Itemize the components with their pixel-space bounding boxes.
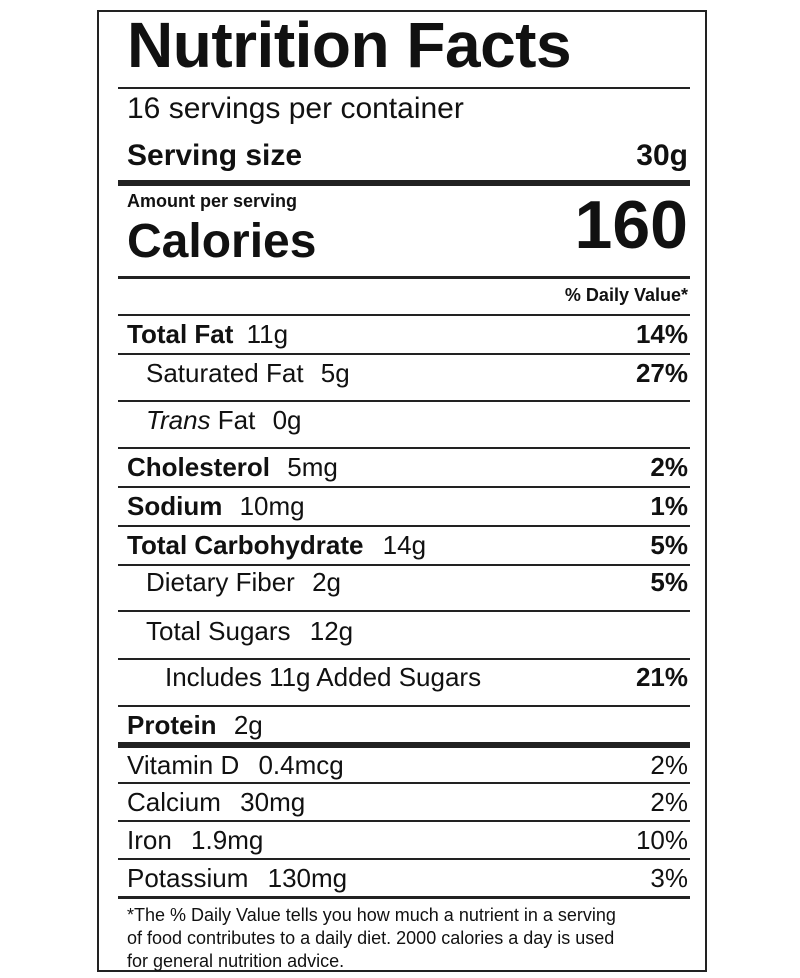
trans-fat-name-rest: Fat <box>210 405 256 435</box>
trans-fat-name-italic: Trans <box>146 405 211 435</box>
dietary-fiber-dv: 5% <box>650 567 688 597</box>
calcium-name: Calcium <box>127 787 221 817</box>
potassium-row: Potassium 130mg <box>127 863 347 894</box>
divider <box>118 400 690 402</box>
divider <box>118 525 690 527</box>
potassium-dv: 3% <box>650 863 688 893</box>
sodium-row: Sodium 10mg <box>127 491 305 522</box>
divider <box>118 87 690 89</box>
dietary-fiber-amount: 2g <box>312 567 341 597</box>
divider <box>118 353 690 355</box>
divider <box>118 705 690 707</box>
cholesterol-name: Cholesterol <box>127 452 271 482</box>
total-carbohydrate-row: Total Carbohydrate 14g <box>127 530 426 561</box>
cholesterol-dv: 2% <box>650 452 688 482</box>
divider <box>118 486 690 488</box>
calcium-row: Calcium 30mg <box>127 787 305 818</box>
divider <box>118 896 690 899</box>
calcium-dv: 2% <box>650 787 688 817</box>
protein-amount: 2g <box>233 710 263 740</box>
divider <box>118 564 690 566</box>
thick-divider <box>118 180 690 186</box>
daily-value-header: % Daily Value* <box>564 285 688 305</box>
dietary-fiber-row: Dietary Fiber 2g <box>146 567 341 598</box>
cholesterol-row: Cholesterol 5mg <box>127 452 338 483</box>
amount-per-serving: Amount per serving <box>127 191 298 211</box>
label-title: Nutrition Facts <box>127 9 572 81</box>
vitamin-d-dv: 2% <box>650 750 688 780</box>
sodium-amount: 10mg <box>239 491 305 521</box>
added-sugars-row: Includes 11g Added Sugars <box>165 662 482 692</box>
divider <box>118 314 690 316</box>
added-sugars-dv: 21% <box>635 662 688 692</box>
iron-dv: 10% <box>635 825 688 855</box>
divider <box>118 447 690 449</box>
total-carbohydrate-dv: 5% <box>650 530 688 560</box>
servings-per-container: 16 servings per container <box>127 92 464 125</box>
saturated-fat-name: Saturated Fat <box>146 358 304 388</box>
total-fat-dv: 14% <box>635 319 688 349</box>
total-fat-row: Total Fat 11g <box>127 319 288 350</box>
vitamin-d-name: Vitamin D <box>127 750 240 780</box>
total-fat-amount: 11g <box>246 319 289 349</box>
serving-size-value: 30g <box>636 139 688 172</box>
footnote: *The % Daily Value tells you how much a … <box>127 904 616 973</box>
total-sugars-row: Total Sugars 12g <box>146 616 353 647</box>
total-carbohydrate-amount: 14g <box>382 530 427 560</box>
total-carbohydrate-name: Total Carbohydrate <box>127 530 364 560</box>
protein-name: Protein <box>127 710 217 740</box>
thick-divider <box>118 742 690 748</box>
calories-value: 160 <box>574 187 688 263</box>
saturated-fat-row: Saturated Fat 5g <box>146 358 350 389</box>
divider <box>118 658 690 660</box>
total-sugars-amount: 12g <box>309 616 354 646</box>
sodium-dv: 1% <box>650 491 688 521</box>
footnote-line-2: of food contributes to a daily diet. 200… <box>127 928 615 948</box>
trans-fat-row: Trans Fat 0g <box>146 405 301 436</box>
calories-label: Calories <box>127 215 317 268</box>
vitamin-d-amount: 0.4mcg <box>258 750 344 780</box>
divider <box>118 820 690 822</box>
nutrition-facts-label <box>97 10 707 972</box>
footnote-line-3: for general nutrition advice. <box>127 951 345 971</box>
serving-size-label: Serving size <box>127 139 303 172</box>
potassium-amount: 130mg <box>267 863 348 893</box>
cholesterol-amount: 5mg <box>287 452 338 482</box>
iron-row: Iron 1.9mg <box>127 825 263 856</box>
protein-row: Protein 2g <box>127 710 263 741</box>
total-sugars-name: Total Sugars <box>146 616 291 646</box>
trans-fat-amount: 0g <box>272 405 302 435</box>
iron-amount: 1.9mg <box>191 825 264 855</box>
divider <box>118 610 690 612</box>
divider <box>118 858 690 860</box>
dietary-fiber-name: Dietary Fiber <box>146 567 295 597</box>
calcium-amount: 30mg <box>240 787 306 817</box>
total-fat-name: Total Fat <box>127 319 234 349</box>
divider <box>118 782 690 784</box>
divider <box>118 276 690 279</box>
saturated-fat-dv: 27% <box>635 358 688 388</box>
footnote-line-1: *The % Daily Value tells you how much a … <box>127 905 616 925</box>
iron-name: Iron <box>127 825 172 855</box>
saturated-fat-amount: 5g <box>320 358 350 388</box>
vitamin-d-row: Vitamin D 0.4mcg <box>127 750 344 781</box>
potassium-name: Potassium <box>127 863 249 893</box>
sodium-name: Sodium <box>127 491 223 521</box>
